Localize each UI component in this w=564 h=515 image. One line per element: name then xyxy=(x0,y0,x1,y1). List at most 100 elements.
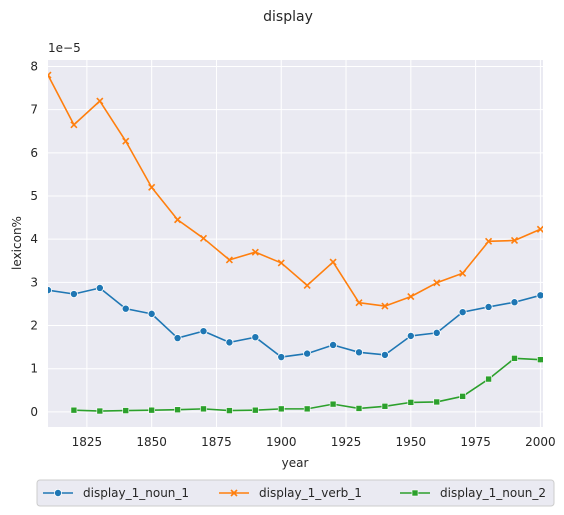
chart-title: display xyxy=(263,9,313,25)
data-point xyxy=(252,406,259,414)
data-point xyxy=(303,281,311,289)
legend-item: display_1_verb_1 xyxy=(219,486,362,500)
data-point xyxy=(381,302,389,310)
data-point xyxy=(70,121,78,129)
data-point xyxy=(121,304,130,313)
legend-marker xyxy=(411,489,419,497)
data-point xyxy=(303,349,312,358)
data-point xyxy=(277,405,285,413)
data-point xyxy=(459,393,466,400)
data-point xyxy=(536,225,543,233)
data-point xyxy=(433,398,441,406)
series-line xyxy=(48,287,541,358)
data-point xyxy=(329,340,338,349)
x-tick-label: 1900 xyxy=(266,435,297,449)
y-tick-label: 2 xyxy=(30,319,38,333)
data-point xyxy=(406,331,415,340)
data-point xyxy=(380,350,389,359)
x-tick-label: 1825 xyxy=(72,435,103,449)
data-point xyxy=(96,97,104,105)
data-point xyxy=(537,356,543,363)
data-point xyxy=(277,259,285,267)
data-point xyxy=(148,406,155,414)
data-point xyxy=(510,236,519,245)
x-axis-label: year xyxy=(282,456,309,470)
y-tick-label: 1 xyxy=(30,362,38,376)
data-point xyxy=(199,327,208,336)
data-point xyxy=(148,183,156,191)
series-layer xyxy=(48,71,543,415)
plot-area xyxy=(48,60,543,427)
data-point xyxy=(432,328,441,337)
data-point xyxy=(329,400,337,408)
legend-label: display_1_verb_1 xyxy=(259,486,362,500)
legend-label: display_1_noun_1 xyxy=(83,486,189,500)
y-tick-label: 3 xyxy=(30,275,38,289)
series-display_1_verb_1 xyxy=(48,71,543,310)
y-tick-label: 6 xyxy=(30,146,38,160)
data-point xyxy=(329,258,337,266)
series-line xyxy=(48,74,541,307)
data-point xyxy=(381,402,389,410)
x-tick-label: 1875 xyxy=(201,435,232,449)
data-point xyxy=(458,308,467,317)
data-point xyxy=(200,405,207,413)
legend-frame xyxy=(36,479,555,507)
data-point xyxy=(251,248,259,256)
legend-marker xyxy=(230,489,238,497)
data-point xyxy=(69,290,78,299)
data-point xyxy=(174,406,181,414)
legend-item: display_1_noun_2 xyxy=(400,486,546,500)
data-point xyxy=(485,375,492,383)
x-tick-label: 1950 xyxy=(396,435,427,449)
data-point xyxy=(407,293,415,301)
series-display_1_noun_2 xyxy=(70,355,543,415)
data-point xyxy=(277,353,286,362)
data-point xyxy=(251,333,260,342)
data-point xyxy=(226,407,233,414)
data-point xyxy=(484,302,493,311)
legend-marker xyxy=(54,488,63,497)
data-point xyxy=(510,298,519,307)
data-point xyxy=(122,137,130,145)
x-tick-label: 2000 xyxy=(525,435,556,449)
data-point xyxy=(95,283,104,292)
data-point xyxy=(70,406,78,414)
data-point xyxy=(122,407,130,414)
data-point xyxy=(433,279,441,287)
grid-lines xyxy=(48,60,543,427)
data-point xyxy=(48,71,52,79)
data-point xyxy=(459,269,467,277)
data-point xyxy=(407,399,415,406)
y-offset-label: 1e−5 xyxy=(48,41,81,55)
data-point xyxy=(199,234,208,242)
series-display_1_noun_1 xyxy=(48,283,543,362)
data-point xyxy=(174,216,182,224)
data-point xyxy=(536,291,543,300)
x-tick-label: 1975 xyxy=(460,435,491,449)
legend: display_1_noun_1 display_1_verb_1 display_… xyxy=(36,479,555,507)
y-axis-label: lexicon% xyxy=(10,216,24,270)
x-tick-label: 1850 xyxy=(136,435,167,449)
data-point xyxy=(303,405,311,413)
y-tick-label: 5 xyxy=(30,189,38,203)
x-tick-label: 1925 xyxy=(331,435,362,449)
y-tick-label: 4 xyxy=(30,232,38,246)
data-point xyxy=(511,355,518,362)
data-point xyxy=(96,407,104,415)
data-point xyxy=(173,334,182,343)
data-point xyxy=(225,338,234,347)
y-tick-label: 7 xyxy=(30,103,38,117)
legend-label: display_1_noun_2 xyxy=(440,486,546,500)
y-tick-label: 0 xyxy=(30,405,38,419)
legend-item: display_1_noun_1 xyxy=(43,486,189,500)
data-point xyxy=(147,309,156,318)
tick-labels: 1825 1850 1875 1900 1925 1950 1975 2000 0 1 2 3 4 5 6 7… xyxy=(30,59,555,449)
data-point xyxy=(355,299,363,307)
data-point xyxy=(355,405,363,412)
data-point xyxy=(354,348,363,357)
y-tick-label: 8 xyxy=(30,59,38,73)
legend-items: display_1_noun_1 display_1_verb_1 display_… xyxy=(43,486,546,500)
